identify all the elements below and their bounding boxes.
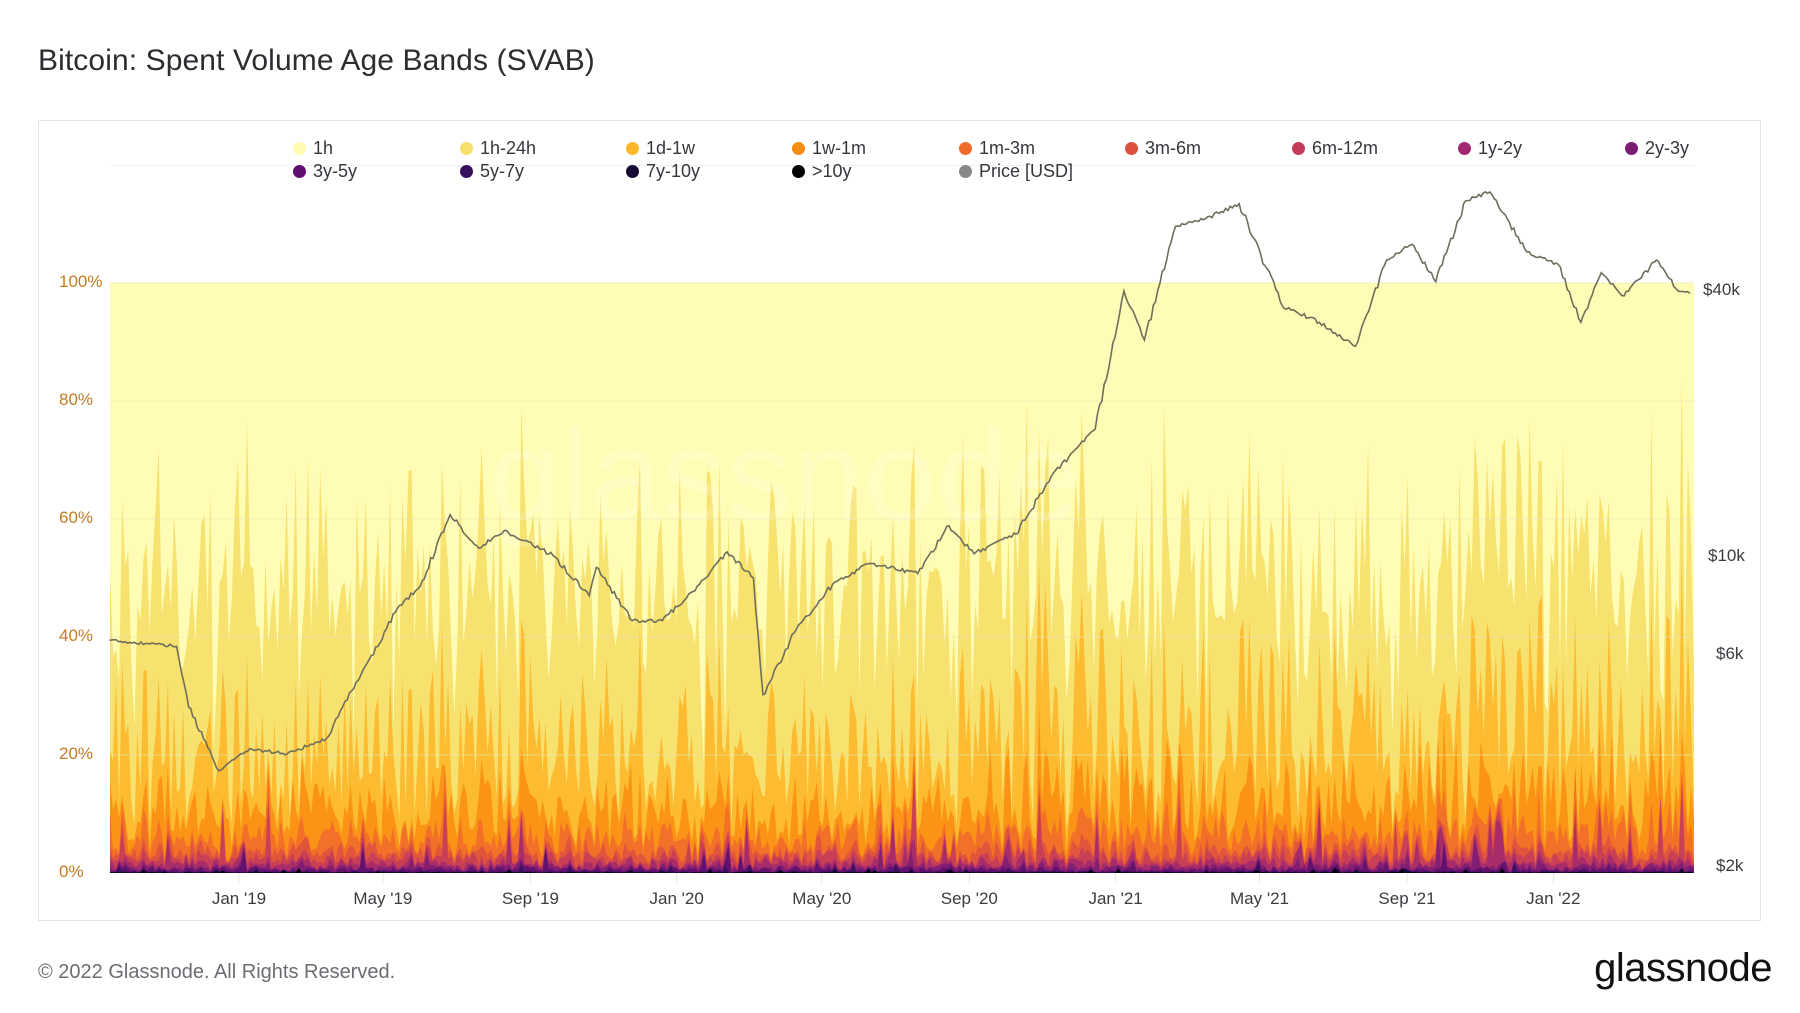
y-tick-label: 80% [59,390,94,409]
price-line [109,190,1691,772]
y-tick-label: 60% [59,508,94,527]
y-tick-label: 20% [59,744,94,763]
legend-item[interactable]: 3m-6m [1125,137,1201,159]
x-tick-label: Jan '19 [211,889,267,908]
legend-dot-icon [1458,141,1471,155]
area-band-1w-1m [110,702,1694,873]
legend-item[interactable]: 1w-1m [792,137,866,159]
legend-label: 6m-12m [1312,137,1379,158]
legend-dot-icon [460,141,473,155]
legend-item[interactable]: 3y-5y [293,160,357,182]
x-tick-label: Jan '22 [1526,889,1581,908]
legend-dot-icon [792,164,805,178]
legend-dot-icon [1625,141,1638,155]
area-band-3y-5y [110,842,1694,873]
price-tick-label: $10k [1708,546,1745,565]
legend-item[interactable]: 1m-3m [959,137,1035,159]
legend-dot-icon [959,164,972,178]
stacked-areas [110,283,1694,873]
x-tick-label: May '19 [353,889,413,908]
legend-divider [110,165,1694,166]
watermark: glassnode [489,402,1082,548]
price-tick-label: $6k [1716,644,1744,663]
glassnode-logo[interactable]: glassnode [1594,946,1772,990]
legend-item[interactable]: Price [USD] [959,160,1073,182]
y-tick-label: 0% [59,862,84,881]
legend-item[interactable]: >10y [792,160,852,182]
legend-item[interactable]: 6m-12m [1292,137,1378,159]
area-band-2y-3y [110,834,1694,873]
legend-dot-icon [293,164,306,178]
area-band-1m-3m [110,750,1694,873]
legend-dot-icon [792,141,805,155]
legend-label: 1d-1w [646,137,696,158]
legend-label: >10y [812,160,852,181]
legend-item[interactable]: 1h-24h [460,137,536,159]
copyright-text: © 2022 Glassnode. All Rights Reserved. [38,961,396,983]
legend-label: Price [USD] [979,160,1074,181]
legend-item[interactable]: 2y-3y [1625,137,1689,159]
legend-label: 1h-24h [480,137,537,158]
y-tick-label: 100% [59,272,103,291]
legend-dot-icon [626,164,639,178]
legend-item[interactable]: 1y-2y [1458,137,1522,159]
legend-item[interactable]: 5y-7y [460,160,524,182]
price-tick-label: $40k [1703,280,1740,299]
legend-dot-icon [460,164,473,178]
legend-dot-icon [1292,141,1305,155]
legend-label: 1y-2y [1478,137,1523,158]
legend-item[interactable]: 1d-1w [626,137,695,159]
legend-item[interactable]: 7y-10y [626,160,700,182]
x-tick-label: Sep '20 [940,889,998,908]
legend-label: 3y-5y [313,160,358,181]
x-tick-label: May '20 [792,889,852,908]
legend-label: 5y-7y [480,160,525,181]
area-band-1h-24h [110,380,1694,873]
legend-dot-icon [293,141,306,155]
legend-dot-icon [1125,141,1138,155]
legend-item[interactable]: 1h [293,137,333,159]
x-tick-label: Sep '21 [1378,889,1436,908]
y-tick-label: 40% [59,626,94,645]
legend-label: 1w-1m [812,137,867,158]
x-tick-label: Jan '20 [649,889,704,908]
legend-label: 3m-6m [1145,137,1202,158]
legend-label: 1m-3m [979,137,1036,158]
gridlines [110,282,1694,756]
chart-title: Bitcoin: Spent Volume Age Bands (SVAB) [38,44,595,77]
area-band-3m-6m [110,768,1694,873]
area-band->10y [110,868,1694,873]
x-tick-label: May '21 [1230,889,1289,908]
legend-dot-icon [626,141,639,155]
legend-label: 7y-10y [646,160,701,181]
legend-label: 2y-3y [1645,137,1690,158]
legend-label: 1h [313,137,334,158]
price-tick-label: $2k [1716,856,1744,875]
x-tick-label: Jan '21 [1088,889,1143,908]
x-tick-label: Sep '19 [501,889,559,908]
legend-dot-icon [959,141,972,155]
